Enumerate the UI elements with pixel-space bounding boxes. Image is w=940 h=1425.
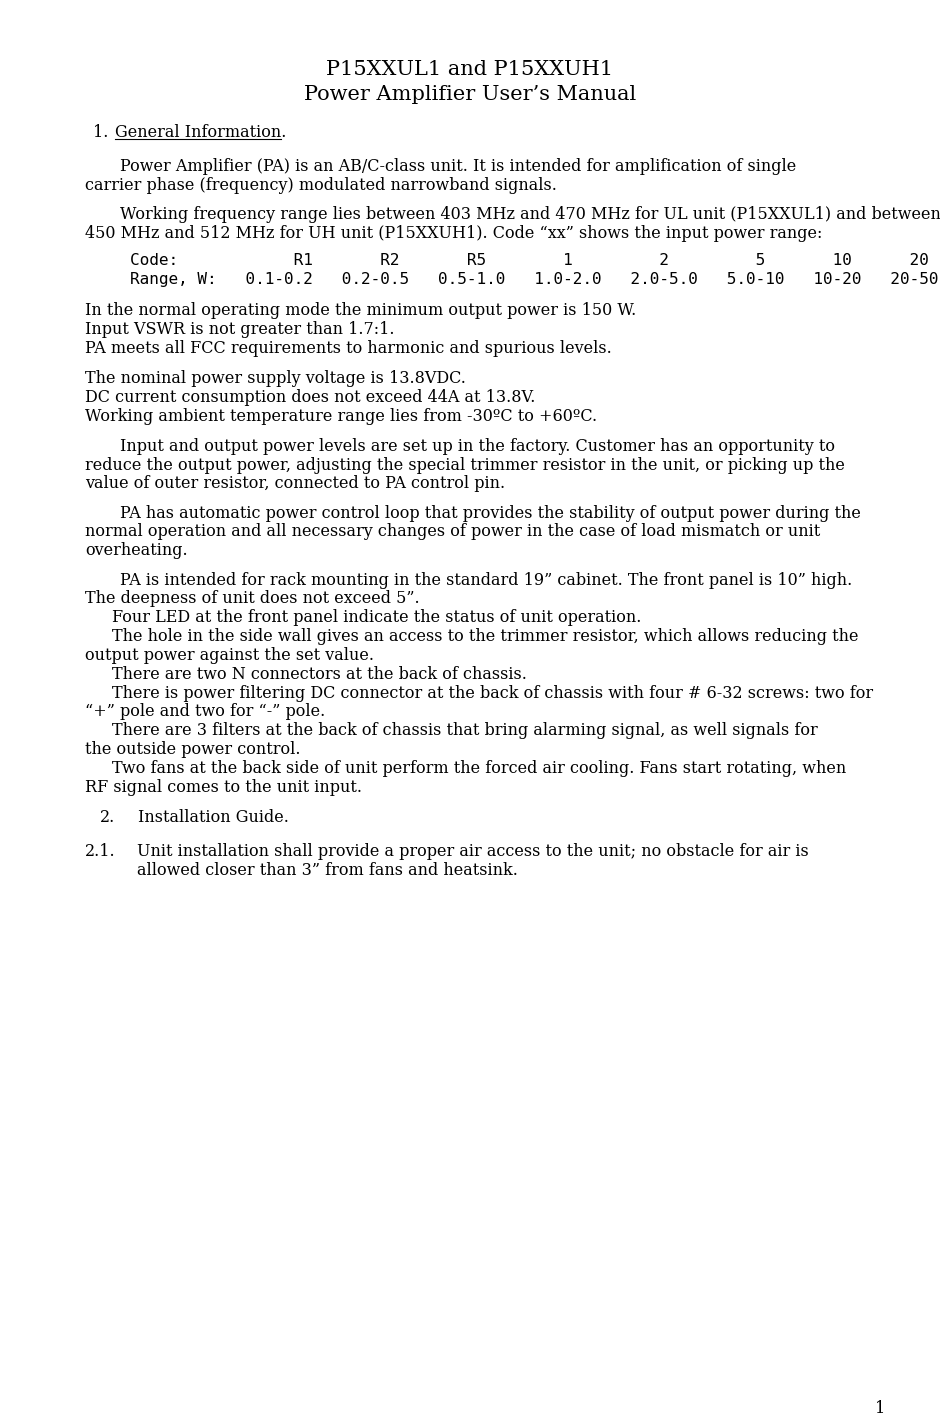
Text: There is power filtering DC connector at the back of chassis with four # 6-32 sc: There is power filtering DC connector at… [112,684,873,701]
Text: Working frequency range lies between 403 MHz and 470 MHz for UL unit (P15XXUL1) : Working frequency range lies between 403… [120,205,940,222]
Text: Range, W:   0.1-0.2   0.2-0.5   0.5-1.0   1.0-2.0   2.0-5.0   5.0-10   10-20   2: Range, W: 0.1-0.2 0.2-0.5 0.5-1.0 1.0-2.… [130,272,938,286]
Text: 1: 1 [875,1399,885,1416]
Text: DC current consumption does not exceed 44A at 13.8V.: DC current consumption does not exceed 4… [85,389,536,406]
Text: In the normal operating mode the minimum output power is 150 W.: In the normal operating mode the minimum… [85,302,636,319]
Text: carrier phase (frequency) modulated narrowband signals.: carrier phase (frequency) modulated narr… [85,177,556,194]
Text: PA has automatic power control loop that provides the stability of output power : PA has automatic power control loop that… [120,504,861,522]
Text: 2.1.: 2.1. [85,844,116,859]
Text: value of outer resistor, connected to PA control pin.: value of outer resistor, connected to PA… [85,476,505,493]
Text: Unit installation shall provide a proper air access to the unit; no obstacle for: Unit installation shall provide a proper… [137,844,808,859]
Text: 2.: 2. [100,809,116,826]
Text: Input and output power levels are set up in the factory. Customer has an opportu: Input and output power levels are set up… [120,437,835,455]
Text: Power Amplifier User’s Manual: Power Amplifier User’s Manual [304,84,636,104]
Text: 450 MHz and 512 MHz for UH unit (P15XXUH1). Code “xx” shows the input power rang: 450 MHz and 512 MHz for UH unit (P15XXUH… [85,225,822,242]
Text: output power against the set value.: output power against the set value. [85,647,374,664]
Text: normal operation and all necessary changes of power in the case of load mismatch: normal operation and all necessary chang… [85,523,821,540]
Text: Code:            R1       R2       R5        1         2         5       10     : Code: R1 R2 R5 1 2 5 10 [130,254,929,268]
Text: The deepness of unit does not exceed 5”.: The deepness of unit does not exceed 5”. [85,590,419,607]
Text: 1.: 1. [93,124,108,141]
Text: Working ambient temperature range lies from -30ºC to +60ºC.: Working ambient temperature range lies f… [85,408,597,425]
Text: There are 3 filters at the back of chassis that bring alarming signal, as well s: There are 3 filters at the back of chass… [112,722,818,740]
Text: Input VSWR is not greater than 1.7:1.: Input VSWR is not greater than 1.7:1. [85,321,395,338]
Text: reduce the output power, adjusting the special trimmer resistor in the unit, or : reduce the output power, adjusting the s… [85,456,845,473]
Text: PA is intended for rack mounting in the standard 19” cabinet. The front panel is: PA is intended for rack mounting in the … [120,571,853,589]
Text: P15XXUL1 and P15XXUH1: P15XXUL1 and P15XXUH1 [326,60,614,78]
Text: “+” pole and two for “-” pole.: “+” pole and two for “-” pole. [85,704,325,721]
Text: General Information.: General Information. [115,124,287,141]
Text: Installation Guide.: Installation Guide. [138,809,289,826]
Text: overheating.: overheating. [85,543,188,560]
Text: allowed closer than 3” from fans and heatsink.: allowed closer than 3” from fans and hea… [137,862,518,879]
Text: The nominal power supply voltage is 13.8VDC.: The nominal power supply voltage is 13.8… [85,370,466,386]
Text: Two fans at the back side of unit perform the forced air cooling. Fans start rot: Two fans at the back side of unit perfor… [112,760,846,777]
Text: Four LED at the front panel indicate the status of unit operation.: Four LED at the front panel indicate the… [112,610,641,626]
Text: There are two N connectors at the back of chassis.: There are two N connectors at the back o… [112,665,527,683]
Text: PA meets all FCC requirements to harmonic and spurious levels.: PA meets all FCC requirements to harmoni… [85,339,612,356]
Text: The hole in the side wall gives an access to the trimmer resistor, which allows : The hole in the side wall gives an acces… [112,628,858,646]
Text: the outside power control.: the outside power control. [85,741,301,758]
Text: RF signal comes to the unit input.: RF signal comes to the unit input. [85,779,362,795]
Text: Power Amplifier (PA) is an AB/C-class unit. It is intended for amplification of : Power Amplifier (PA) is an AB/C-class un… [120,158,796,175]
